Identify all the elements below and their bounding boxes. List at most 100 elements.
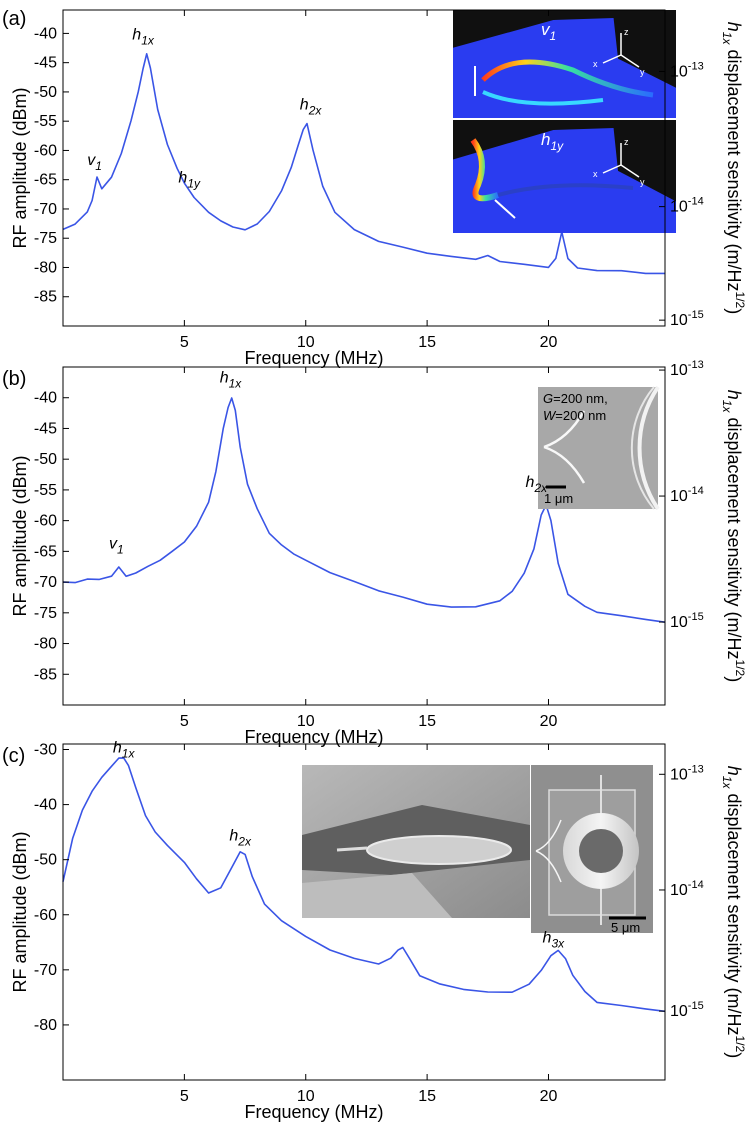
tether-lower xyxy=(543,445,586,484)
right-axis-close: ) xyxy=(724,1052,744,1058)
peak-subscript: 1x xyxy=(229,376,243,390)
mode-symbol: h xyxy=(541,130,550,149)
y-tick-label: -70 xyxy=(34,962,57,979)
peak-label: h1x xyxy=(132,26,155,47)
inset-mode-label: h1y xyxy=(541,130,564,153)
tick-exponent: -15 xyxy=(688,1000,704,1012)
y-tick-label: -50 xyxy=(34,84,57,101)
axis-triad-label: x xyxy=(593,169,598,179)
mode-subscript: 1y xyxy=(550,139,564,153)
y-tick-label: -85 xyxy=(34,666,57,683)
x-tick-label: 5 xyxy=(180,1088,189,1105)
tick-base: 10 xyxy=(670,882,688,899)
y-tick-label: -45 xyxy=(34,55,57,72)
tick-base: 10 xyxy=(670,312,688,329)
axis-triad-label: y xyxy=(640,67,645,77)
peak-label: h1x xyxy=(220,369,243,390)
right-tick-label: 10-13 xyxy=(670,60,704,80)
mode-shape-beam xyxy=(481,59,654,98)
y-tick-label: -80 xyxy=(34,259,57,276)
tick-exponent: -15 xyxy=(688,309,704,321)
peak-subscript: 2x xyxy=(308,103,323,117)
axis-triad-label: z xyxy=(624,137,629,147)
right-tick-label: 10-14 xyxy=(670,485,704,505)
right-axis-sup: 1/2 xyxy=(733,292,747,309)
y-tick-label: -45 xyxy=(34,420,57,437)
y-tick-label: -85 xyxy=(34,289,57,306)
right-axis-label: h1x displacement sensitivity (m/Hz1/2) xyxy=(720,22,747,314)
y-tick-label: -50 xyxy=(34,451,57,468)
peak-subscript: 1 xyxy=(117,542,124,556)
peak-symbol: h xyxy=(132,26,141,43)
cantilever xyxy=(336,846,368,852)
y-tick-label: -80 xyxy=(34,1017,57,1034)
disk-pedestal xyxy=(579,829,623,873)
y-tick-label: -75 xyxy=(34,230,57,247)
y-tick-label: -75 xyxy=(34,605,57,622)
width-symbol: W xyxy=(543,408,557,423)
width-label: W=200 nm xyxy=(543,408,606,423)
right-tick-label: 10-15 xyxy=(670,1000,704,1020)
peak-label: v1 xyxy=(109,535,124,556)
width-value: =200 nm xyxy=(555,408,606,423)
peak-symbol: h xyxy=(229,827,238,844)
peak-symbol: v xyxy=(87,152,96,169)
right-tick-label: 10-14 xyxy=(670,196,704,216)
x-tick-label: 5 xyxy=(180,334,189,351)
tethers xyxy=(535,819,562,883)
device-surface xyxy=(453,128,676,233)
motion-arrow xyxy=(494,199,516,219)
plot-frame xyxy=(62,743,666,1081)
inset-mode-label: v1 xyxy=(541,20,556,43)
peak-subscript: 1 xyxy=(95,159,102,173)
x-tick-label: 15 xyxy=(418,713,436,730)
x-tick-label: 10 xyxy=(297,713,315,730)
tick-exponent: -13 xyxy=(688,359,704,371)
peak-label: v1 xyxy=(87,152,102,173)
tick-base: 10 xyxy=(670,614,688,631)
right-axis-label: h1x displacement sensitivity (m/Hz1/2) xyxy=(720,766,747,1058)
disk-edge xyxy=(637,385,660,511)
scale-bar-label: 1 μm xyxy=(544,491,573,506)
axis-triad-label: x xyxy=(593,59,598,69)
x-axis-label: Frequency (MHz) xyxy=(244,348,383,368)
panel-b: (b) G=200 nm, W=200 nm 1 μm 5 10 15 20 Frequency… xyxy=(2,359,747,747)
x-tick-label: 10 xyxy=(297,334,315,351)
simulation-inset-2: z x y h1y xyxy=(453,120,676,233)
peak-subscript: 3x xyxy=(551,936,565,950)
y-tick-label: -70 xyxy=(34,201,57,218)
peak-label: h1y xyxy=(178,170,201,191)
mode-shape-beam xyxy=(470,138,499,202)
panel-letter: (c) xyxy=(2,745,25,767)
tick-exponent: -15 xyxy=(688,611,704,623)
tick-base: 10 xyxy=(670,488,688,505)
x-tick-label: 20 xyxy=(540,334,558,351)
y-tick-label: -60 xyxy=(34,142,57,159)
panel-letter: (a) xyxy=(2,8,26,30)
mode-subscript: 1 xyxy=(550,29,557,43)
peak-subscript: 2x xyxy=(533,481,548,495)
tick-exponent: -14 xyxy=(688,196,704,208)
peak-symbol: h xyxy=(526,474,535,491)
right-axis-close: ) xyxy=(724,308,744,314)
sem-inset-top: 5 μm xyxy=(531,765,653,935)
y-tick-label: -55 xyxy=(34,113,57,130)
x-tick-label: 5 xyxy=(180,713,189,730)
electrode-pad xyxy=(302,873,452,918)
right-axis-close: ) xyxy=(724,676,744,682)
axis-triad-x xyxy=(602,164,622,174)
peak-label: h1x xyxy=(113,739,136,760)
peak-symbol: h xyxy=(178,170,187,187)
x-tick-label: 10 xyxy=(297,1088,315,1105)
peak-subscript: 1x xyxy=(141,33,155,47)
microdisk xyxy=(366,835,512,865)
gap-symbol: G xyxy=(543,391,553,406)
right-axis-sup: 1/2 xyxy=(733,660,747,677)
right-tick-label: 10-13 xyxy=(670,359,704,379)
y-axis-label: RF amplitude (dBm) xyxy=(10,831,30,992)
right-axis-var: h xyxy=(724,390,744,400)
axis-triad-label: z xyxy=(624,27,629,37)
tick-base: 10 xyxy=(670,63,688,80)
x-tick-label: 15 xyxy=(418,334,436,351)
